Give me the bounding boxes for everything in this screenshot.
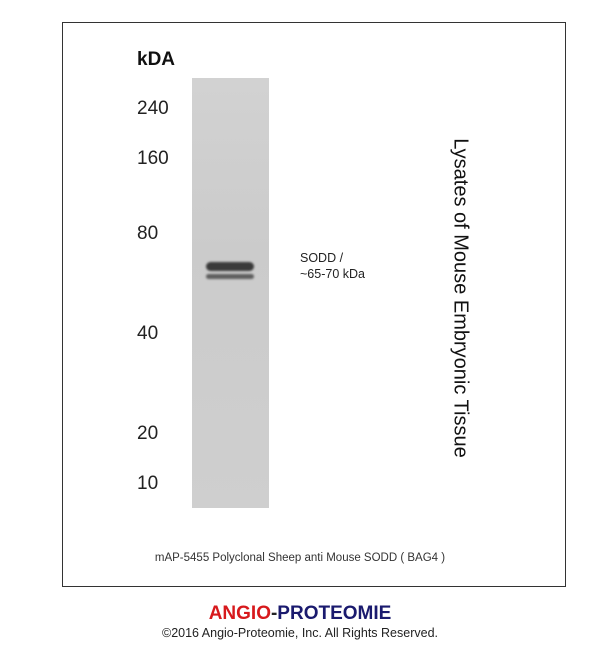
band-upper (206, 262, 254, 271)
marker-240: 240 (137, 98, 169, 119)
protein-name: SODD / (300, 251, 344, 265)
marker-40: 40 (137, 323, 159, 344)
blot-lane (192, 78, 269, 508)
antibody-caption: mAP-5455 Polyclonal Sheep anti Mouse SOD… (154, 552, 446, 564)
brand-part2: PROTEOMIE (277, 603, 392, 624)
brand-part1: ANGIO (208, 603, 271, 624)
marker-10: 10 (137, 473, 159, 494)
marker-160: 160 (137, 148, 169, 169)
copyright: ©2016 Angio-Proteomie, Inc. All Rights R… (161, 626, 439, 640)
band-lower (206, 274, 254, 279)
sample-label: Lysates of Mouse Embryonic Tissue (449, 138, 472, 458)
molecular-weight: ~65-70 kDa (300, 267, 365, 281)
figure-frame (62, 22, 566, 587)
brand-sep: - (270, 603, 278, 624)
brand-logo: ANGIO-PROTEOMIE (0, 603, 600, 625)
marker-80: 80 (137, 223, 159, 244)
marker-20: 20 (137, 423, 159, 444)
band-annotation: SODD / ~65-70 kDa (300, 250, 365, 282)
unit-label: kDA (137, 49, 176, 70)
